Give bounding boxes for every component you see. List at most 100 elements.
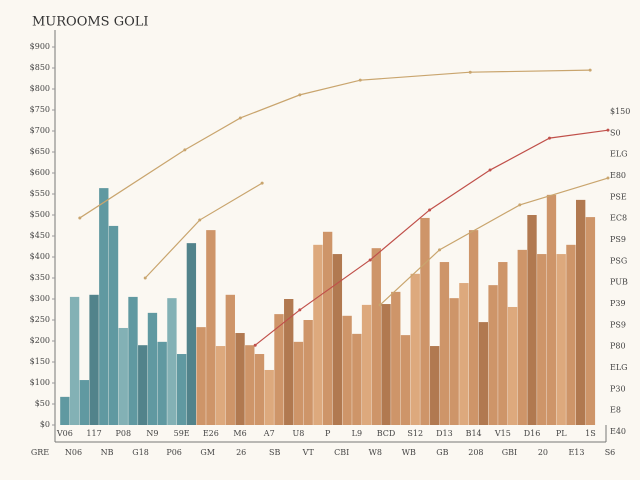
bar <box>439 262 450 425</box>
x-tick-label: D16 <box>524 429 541 438</box>
bar <box>118 327 128 425</box>
x-tick-label: V15 <box>494 429 511 438</box>
bar <box>235 333 245 425</box>
y-tick-label: $550 <box>30 189 50 198</box>
line-point <box>260 181 264 185</box>
bar <box>488 285 498 425</box>
bar <box>391 291 401 425</box>
line-point <box>183 148 187 152</box>
bar <box>206 230 216 425</box>
x-sublabel: P06 <box>166 448 182 457</box>
bar <box>167 298 177 425</box>
x-tick-label: S12 <box>407 429 423 438</box>
x-sublabel: SB <box>269 448 280 457</box>
line-point <box>368 258 372 262</box>
x-sublabel: 26 <box>236 448 246 457</box>
bar <box>410 273 420 425</box>
bar <box>225 294 235 425</box>
x-tick-label: 1S <box>585 429 596 438</box>
x-tick-label: 59E <box>174 429 190 438</box>
bar <box>99 188 109 425</box>
x-sublabel: GM <box>200 448 215 457</box>
bar <box>186 243 197 425</box>
x-sublabel: GBI <box>502 448 517 457</box>
line-point <box>298 308 302 312</box>
line-point <box>548 136 552 140</box>
right-label: ELG <box>610 363 628 372</box>
line-point <box>428 208 432 212</box>
y-tick-label: $850 <box>30 63 50 72</box>
right-label: $150 <box>610 107 630 116</box>
right-label: P30 <box>610 384 626 393</box>
y-tick-label: $750 <box>30 105 50 114</box>
bar <box>556 254 566 425</box>
right-label: EC8 <box>610 214 627 223</box>
line-point <box>358 78 362 82</box>
line-point <box>438 248 442 252</box>
trend-line <box>79 69 591 219</box>
x-tick-label: PL <box>556 429 567 438</box>
y-tick-label: $900 <box>30 42 50 51</box>
y-tick-label: $450 <box>30 231 50 240</box>
bar <box>79 380 90 425</box>
bar <box>176 354 187 425</box>
right-label: PSE <box>610 192 627 201</box>
bar <box>245 345 255 425</box>
line-point <box>253 343 257 347</box>
bar <box>517 249 527 425</box>
bar <box>546 194 557 425</box>
right-label: PUB <box>610 278 628 287</box>
y-tick-label: $200 <box>30 336 50 345</box>
line-point <box>198 218 202 222</box>
x-sublabel: CBI <box>334 448 349 457</box>
bar <box>468 230 479 425</box>
chart-title: MUROOMS GOLI <box>32 15 149 30</box>
bar <box>507 306 518 425</box>
line-point <box>606 128 610 132</box>
trend-line <box>144 182 263 279</box>
x-sublabel: VT <box>302 448 315 457</box>
bar <box>284 299 294 425</box>
y-tick-label: $500 <box>30 210 50 219</box>
x-tick-label: N9 <box>146 429 158 438</box>
line-point <box>378 303 382 307</box>
y-tick-label: $600 <box>30 168 50 177</box>
bar <box>322 231 333 425</box>
bar <box>537 254 547 425</box>
bar <box>128 296 138 425</box>
x-tick-label: M6 <box>233 429 246 438</box>
bar <box>478 322 489 425</box>
x-sublabel: GRE <box>31 448 49 457</box>
y-tick-label: $650 <box>30 147 50 156</box>
right-label: ELG <box>610 150 628 159</box>
x-sublabel: W8 <box>369 448 382 457</box>
bar <box>361 304 372 425</box>
y-tick-label: $300 <box>30 294 50 303</box>
bar <box>459 283 469 425</box>
right-label: S0 <box>610 128 621 137</box>
bar <box>215 346 226 425</box>
x-tick-label: A7 <box>263 429 275 438</box>
bar <box>381 304 391 425</box>
bar <box>566 244 576 425</box>
trend-line <box>379 177 609 306</box>
bar <box>108 225 119 425</box>
line-point <box>518 203 522 207</box>
bar <box>498 262 508 425</box>
x-sublabel: E13 <box>568 448 584 457</box>
y-tick-label: $250 <box>30 315 50 324</box>
x-sublabel: S6 <box>605 448 616 457</box>
bar <box>371 248 381 425</box>
x-tick-label: E26 <box>203 429 219 438</box>
x-tick-label: U8 <box>293 429 305 438</box>
x-tick-label: B14 <box>466 429 482 438</box>
line-point <box>298 93 302 97</box>
x-sublabel: GB <box>436 448 448 457</box>
bar <box>352 333 362 425</box>
bar <box>313 244 323 425</box>
right-label: P39 <box>610 299 626 308</box>
y-tick-label: $700 <box>30 126 50 135</box>
bar <box>254 354 265 425</box>
right-label: E40 <box>610 427 626 436</box>
